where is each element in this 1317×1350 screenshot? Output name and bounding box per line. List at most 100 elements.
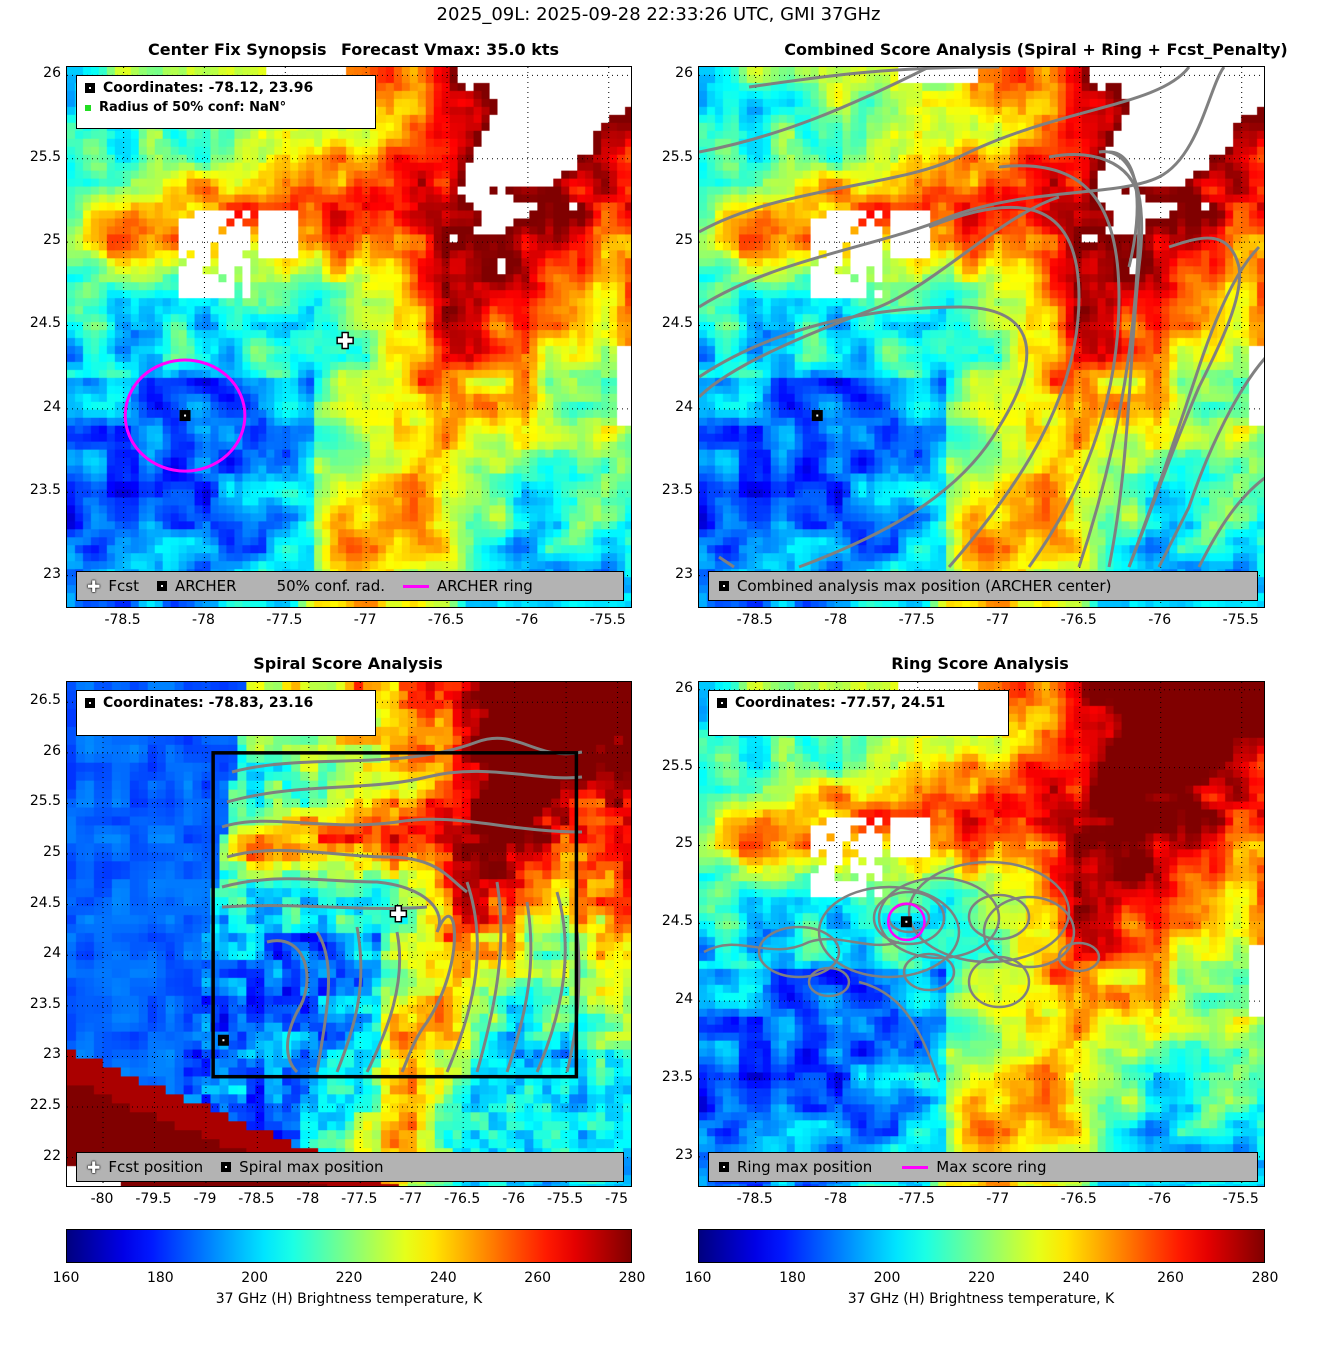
spiral-legend-bottom: ✚ Fcst position Spiral max position [76, 1152, 624, 1182]
combined-heatmap [699, 67, 1264, 607]
colorbar-tick-label: 260 [524, 1270, 552, 1286]
spiral-xtick: -76 [502, 1191, 526, 1207]
combined-ytick: 23.5 [661, 482, 693, 499]
ring-legend-bottom: Ring max position Max score ring [708, 1152, 1258, 1182]
magenta-line-icon [902, 1165, 929, 1169]
spiral-contour [1098, 150, 1144, 568]
spiral-contour [1157, 357, 1264, 568]
spiral-contour [400, 914, 456, 1073]
spiral-contour [365, 931, 402, 1073]
plus-marker-icon: ✚ [87, 576, 101, 596]
synopsis-ytick: 26 [43, 65, 61, 82]
spiral-contour [748, 67, 1000, 89]
spiral-contour [928, 205, 1081, 568]
colorbar-tick-label: 200 [241, 1270, 269, 1286]
spiral-contour [535, 891, 567, 1073]
magenta-line-icon [403, 584, 429, 588]
spiral-legend-top: Coordinates: -78.83, 23.16 [76, 690, 376, 736]
spiral-ytick: 23 [43, 1046, 61, 1063]
combined-ytick: 25 [675, 232, 693, 249]
spiral-contour [335, 926, 363, 1073]
colorbar-tick-label: 280 [618, 1270, 646, 1286]
ring-contour [807, 966, 851, 998]
ring-ytick: 23.5 [661, 1069, 693, 1085]
synopsis-xtick: -76 [515, 612, 539, 628]
ring-contour [907, 860, 1071, 964]
combined-plot: Combined analysis max position (ARCHER c… [698, 66, 1265, 608]
combined-xtick: -76.5 [1060, 612, 1097, 628]
ring-xtick: -77.5 [898, 1191, 935, 1207]
ring-coordinates: Coordinates: -77.57, 24.51 [735, 695, 946, 711]
ring-contour [902, 952, 956, 992]
combined-xtick: -77.5 [898, 612, 935, 628]
synopsis-xtick: -77 [353, 612, 377, 628]
spiral-contour [475, 881, 503, 1073]
combined-ytick: 26 [675, 65, 693, 82]
colorbar-right [698, 1229, 1265, 1263]
spiral-heatmap [67, 682, 631, 1186]
spiral-contour [226, 848, 468, 894]
combined-xtick: -75.5 [1222, 612, 1259, 628]
spiral-ytick: 22.5 [29, 1097, 61, 1114]
synopsis-xtick: -78.5 [104, 612, 141, 628]
combined-xtick: -77 [986, 612, 1010, 628]
spiral-ytick: 24 [43, 945, 61, 962]
combined-ytick: 23 [675, 565, 693, 582]
spiral-xtick: -78 [296, 1191, 320, 1207]
colorbar-tick-label: 160 [52, 1270, 80, 1286]
square-marker-icon [719, 581, 729, 591]
square-marker-icon [221, 1162, 232, 1172]
colorbar-tick-label: 180 [146, 1270, 174, 1286]
spiral-ytick: 24.5 [29, 894, 61, 911]
spiral-contour [315, 931, 330, 1073]
colorbar-tick-label: 260 [1157, 1270, 1184, 1286]
combined-ytick: 24 [675, 398, 693, 415]
synopsis-conf-radius: Radius of 50% conf: NaN° [99, 100, 287, 115]
ring-plot: Coordinates: -77.57, 24.51 Ring max posi… [698, 681, 1265, 1187]
ring-xtick: -78 [824, 1191, 848, 1207]
spiral-contour [998, 164, 1121, 568]
ring-contour [967, 955, 1031, 1009]
colorbar-tick-label: 220 [335, 1270, 363, 1286]
legend-fcst: Fcst [108, 577, 139, 595]
spiral-ytick: 26 [43, 742, 61, 759]
synopsis-legend-top: Coordinates: -78.12, 23.96 Radius of 50%… [76, 75, 376, 129]
combined-ytick: 24.5 [661, 315, 693, 332]
spiral-overlay [67, 682, 631, 1186]
synopsis-ytick: 23 [43, 565, 61, 582]
colorbar-right-label: 37 GHz (H) Brightness temperature, K [847, 1291, 1115, 1307]
colorbar-tick-label: 180 [779, 1270, 806, 1286]
ring-contour [817, 885, 961, 979]
synopsis-coordinates: Coordinates: -78.12, 23.96 [103, 80, 314, 96]
spiral-contour [231, 736, 583, 774]
legend-archer-ring: ARCHER ring [437, 577, 533, 595]
combined-xtick: -76 [1148, 612, 1172, 628]
spiral-xtick: -79.5 [135, 1191, 172, 1207]
synopsis-xtick: -77.5 [266, 612, 303, 628]
plus-marker-icon: ✚ [87, 1157, 101, 1177]
synopsis-ytick: 25 [43, 232, 61, 249]
colorbar-tick-label: 280 [1251, 1270, 1279, 1286]
legend-archer: ARCHER [174, 577, 237, 595]
spiral-contour [1197, 476, 1264, 568]
ring-ytick: 24 [675, 991, 693, 1008]
spiral-xtick: -80 [90, 1191, 114, 1207]
colorbar-left [66, 1229, 632, 1263]
colorbar-tick-label: 240 [1062, 1270, 1090, 1286]
spiral-contour [699, 195, 1060, 399]
combined-max-marker-center [816, 414, 819, 417]
spiral-contour [699, 305, 1029, 569]
green-dot-icon [85, 104, 91, 111]
square-marker-icon [85, 698, 95, 708]
combined-overlay [699, 67, 1264, 607]
ring-max-marker-center [905, 920, 908, 923]
ring-contour [703, 937, 900, 954]
legend-fcst-position: Fcst position [108, 1158, 204, 1176]
archer-marker-center [184, 414, 187, 417]
ring-xtick: -78.5 [736, 1191, 773, 1207]
ring-xtick: -77 [986, 1191, 1010, 1207]
spiral-xtick: -75.5 [546, 1191, 584, 1207]
max-score-ring [886, 902, 926, 942]
spiral-xtick: -78.5 [238, 1191, 275, 1207]
ring-ytick: 25 [675, 835, 693, 852]
